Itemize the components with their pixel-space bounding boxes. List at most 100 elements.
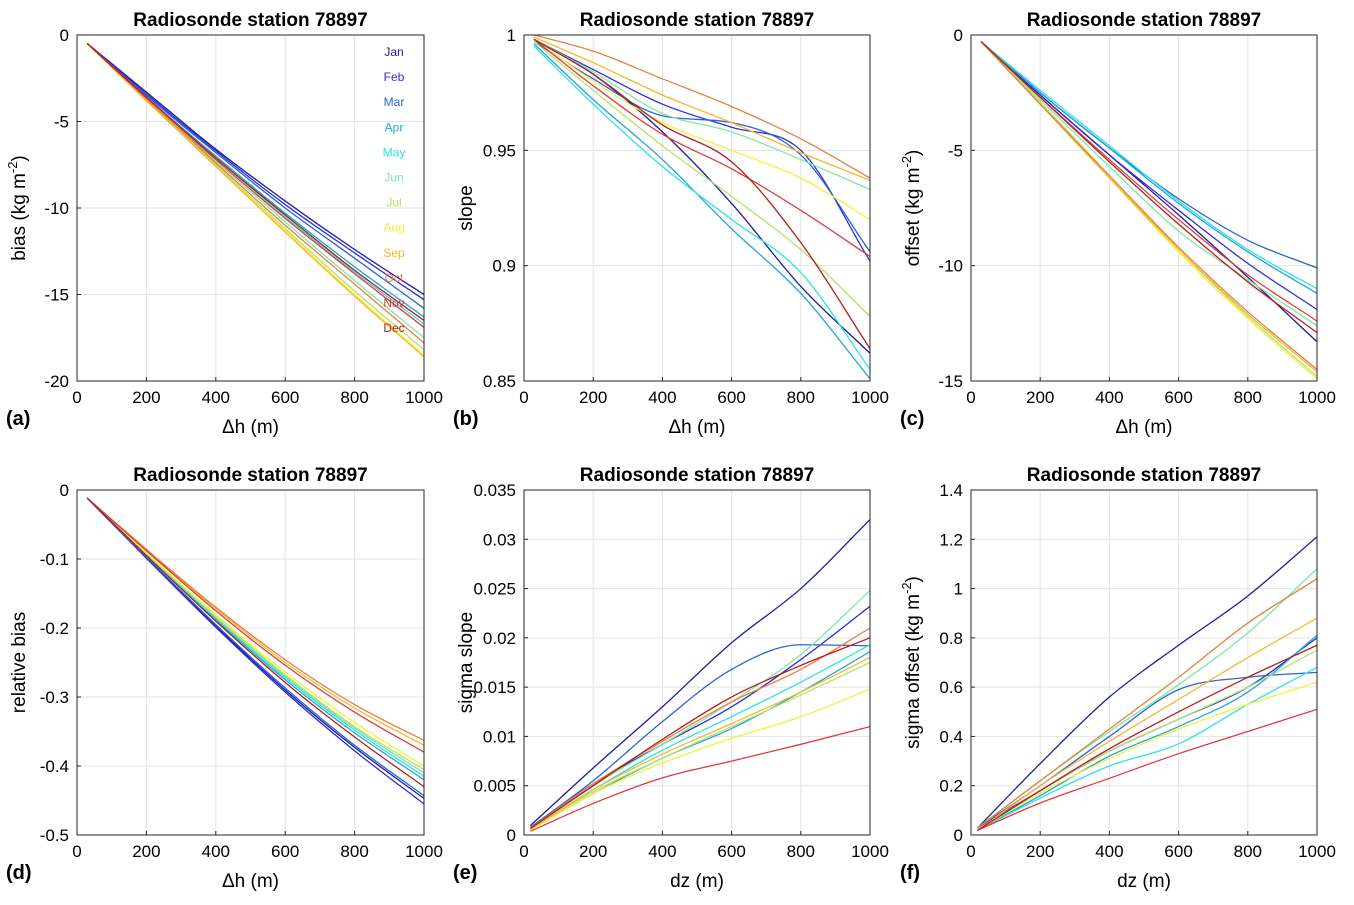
series-line-aug [533,38,870,221]
series-line-may [977,666,1317,831]
x-tick-label: 200 [579,388,607,407]
series-group [86,497,424,805]
series-line-nov [977,708,1317,831]
x-tick-label: 200 [579,842,607,861]
y-axis-label-superscript: -2 [899,582,914,594]
series-line-oct [530,627,870,829]
series-line-mar [86,497,424,797]
series-line-oct [980,41,1317,371]
y-tick-label: -0.4 [40,757,69,776]
series-group [533,35,870,380]
series-line-sep [86,43,424,358]
x-tick-label: 0 [966,388,975,407]
legend-entry-jun: Jun [384,171,403,185]
x-tick-label: 0 [72,842,81,861]
series-line-dec [86,497,424,788]
y-tick-label: 0.03 [483,530,516,549]
y-tick-label: 0.8 [939,629,963,648]
x-tick-label: 400 [1095,388,1123,407]
x-axis-label: Δh (m) [1115,417,1172,438]
x-tick-label: 600 [717,388,745,407]
y-tick-label: 0.025 [473,580,516,599]
y-tick-label: 1 [507,26,516,45]
y-tick-label: 1.2 [939,530,963,549]
legend-entry-jul: Jul [386,196,401,210]
panel-label: (a) [6,408,30,430]
series-line-sep [533,36,870,181]
legend-entry-dec: Dec [383,321,404,335]
y-tick-label: 0.95 [483,141,516,160]
series-line-mar [530,644,870,828]
chart-title: Radiosonde station 78897 [133,10,367,31]
series-group [980,41,1317,380]
series-line-aug [977,681,1317,831]
x-axis-label: Δh (m) [668,417,725,438]
x-tick-label: 400 [202,388,230,407]
y-axis-label: sigma offset (kg m-2) [899,576,924,749]
axes-box [970,489,1318,836]
y-axis-label-text: offset (kg m [903,167,924,266]
series-line-dec [533,38,870,350]
y-tick-label: 0.005 [473,777,516,796]
y-tick-label: 0.2 [939,777,963,796]
x-tick-label: 400 [648,388,676,407]
series-line-apr [533,43,870,380]
x-tick-label: 800 [1234,388,1262,407]
chart-panel-1: 0 200 400 600 800 1000 -20 -15 -10 -5 0 Radiosonde … [5,10,443,438]
series-line-jan [530,518,870,826]
chart-title: Radiosonde station 78897 [1027,10,1261,31]
y-tick-label: 0 [60,26,69,45]
y-tick-label: -5 [948,141,963,160]
chart-title: Radiosonde station 78897 [1027,465,1261,486]
legend-entry-apr: Apr [385,120,404,134]
panel-label: (e) [453,862,477,884]
legend-entry-oct: Oct [385,271,404,285]
legend-entry-mar: Mar [384,95,405,109]
x-tick-label: 1000 [851,842,889,861]
y-axis-label: relative bias [9,612,30,713]
series-line-jun [980,41,1317,327]
x-axis-label: dz (m) [1117,871,1171,892]
y-axis-label: offset (kg m-2) [899,150,924,267]
y-tick-label: 0 [507,826,516,845]
series-line-mar [86,43,424,309]
y-tick-label: -10 [938,257,963,276]
y-tick-label: 0.015 [473,678,516,697]
y-axis-label: bias (kg m-2) [5,155,30,261]
y-tick-label: -0.3 [40,688,69,707]
y-tick-label: -15 [44,286,69,305]
x-tick-label: 0 [519,842,528,861]
panel-label: (b) [453,408,479,430]
series-line-may [533,45,870,371]
axes-box [970,34,1318,382]
series-line-dec [980,41,1317,334]
y-tick-label: 0 [954,826,963,845]
series-line-mar [533,41,870,253]
series-line-sep [530,656,870,830]
x-tick-label: 800 [1234,842,1262,861]
series-line-jul [533,41,870,318]
y-tick-label: 1.4 [939,481,963,500]
y-axis-label: slope [456,185,477,230]
chart-panel-6: 0 200 400 600 800 1000 0 0.2 0.4 0.6 0.8 1 1.2 1.4 Rad… [899,465,1336,892]
series-line-nov [533,38,870,258]
x-tick-label: 0 [72,388,81,407]
x-axis-label: Δh (m) [222,417,279,438]
panel-label: (c) [900,408,924,430]
series-group [530,518,870,832]
x-tick-label: 400 [1095,842,1123,861]
chart-title: Radiosonde station 78897 [133,465,367,486]
y-axis-label-superscript: -2 [899,156,914,168]
chart-panel-2: 0 200 400 600 800 1000 0.85 0.9 0.95 1 Radiosonde … [453,10,889,438]
chart-panel-3: 0 200 400 600 800 1000 -15 -10 -5 0 Radiosonde sta… [899,10,1336,438]
series-line-oct [86,497,424,742]
y-axis-label-text-end: ) [9,155,30,161]
x-tick-label: 600 [1164,388,1192,407]
x-tick-label: 1000 [851,388,889,407]
series-line-dec [86,43,424,322]
y-axis-label-text-end: ) [903,150,924,156]
x-tick-label: 1000 [405,388,443,407]
series-line-apr [977,634,1317,831]
series-line-dec [977,644,1317,831]
